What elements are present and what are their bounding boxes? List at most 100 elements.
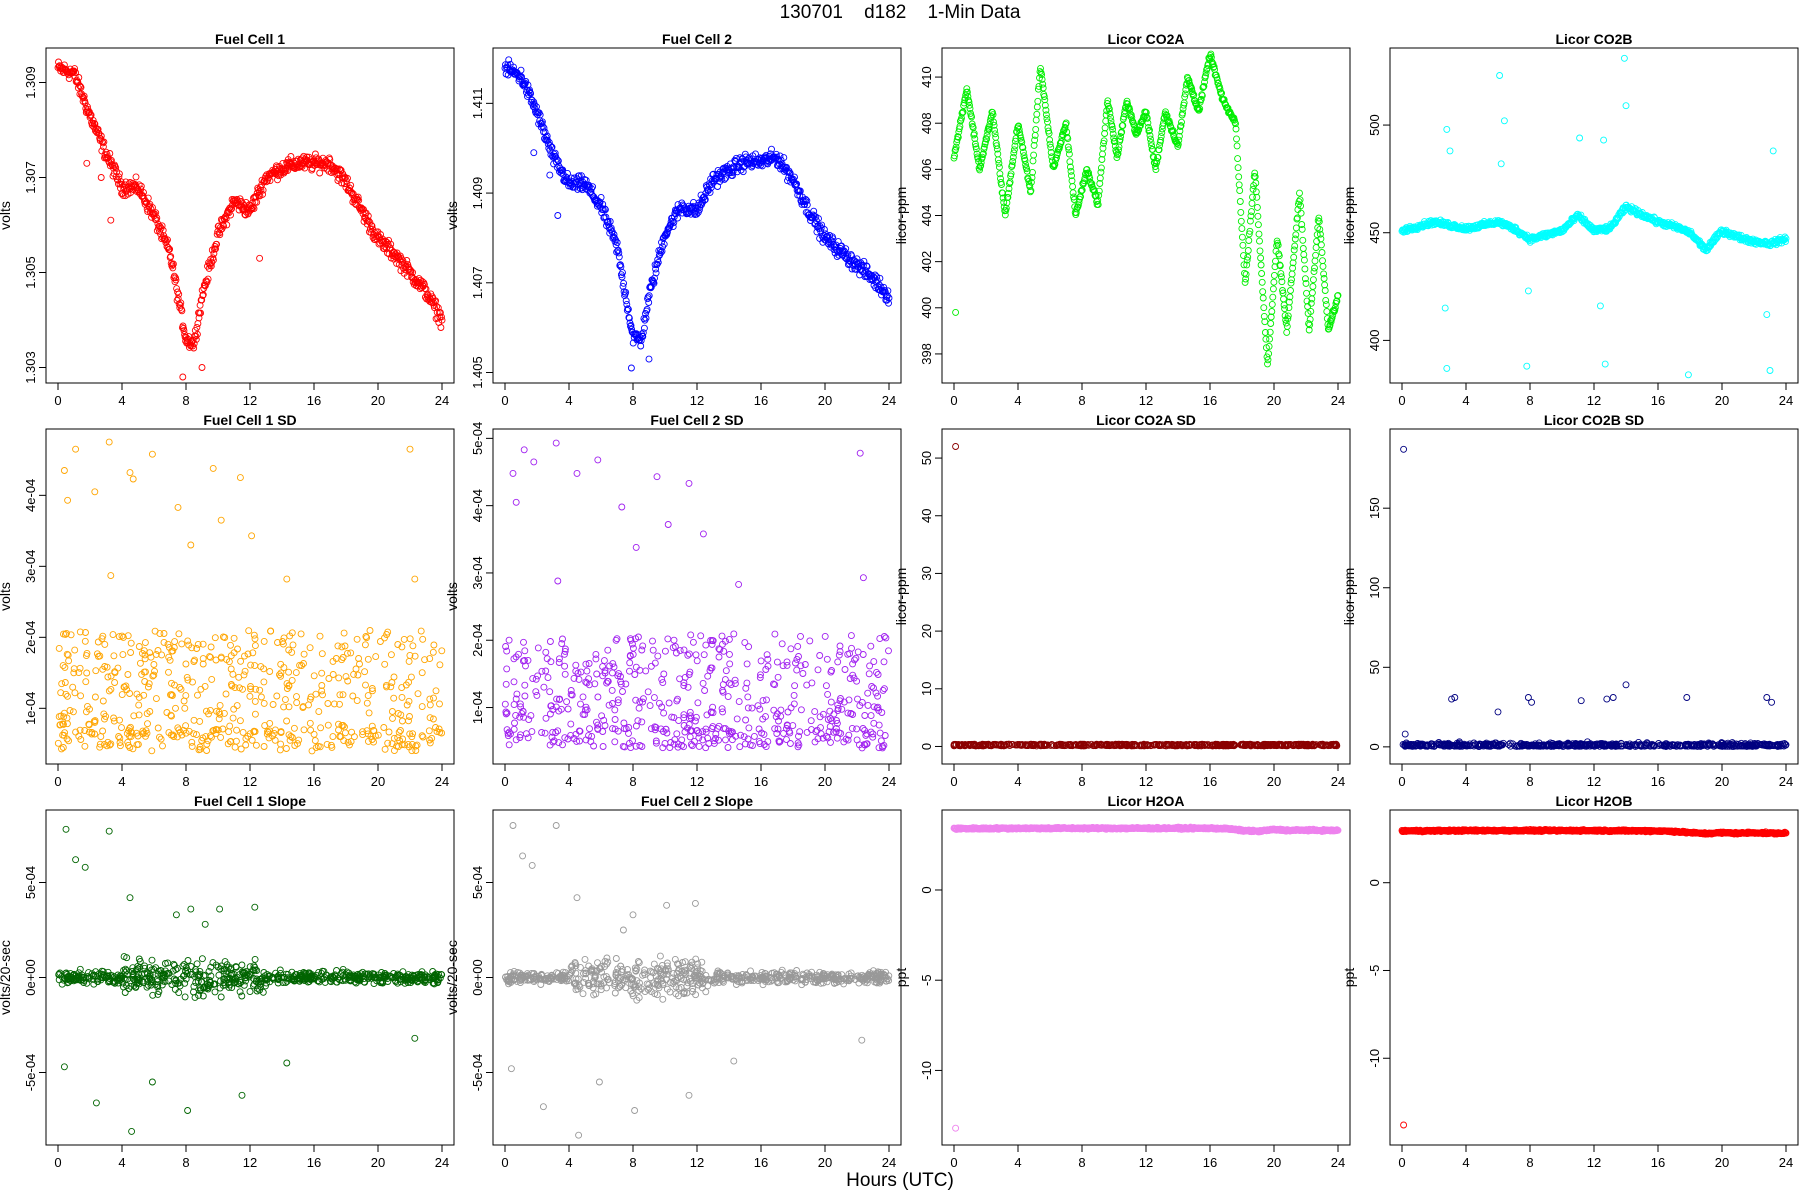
data-point [1065,146,1073,154]
data-point [384,739,392,747]
data-point [199,655,207,663]
data-point [1196,105,1204,113]
x-tick-label: 16 [1203,774,1217,789]
data-point [811,708,819,716]
data-point [135,643,143,650]
data-point [561,734,569,742]
data-point [349,692,357,700]
data-point [71,65,79,73]
data-point [1158,129,1166,137]
data-point [650,694,658,702]
data-point [793,666,801,674]
data-point [879,743,887,750]
data-point [1178,118,1185,126]
data-point [963,85,971,93]
data-point [1267,320,1275,327]
data-point [1098,156,1106,163]
data-point [1305,320,1313,328]
data-point [828,667,836,674]
data-point [229,714,237,722]
data-point [109,631,117,639]
data-point [127,649,135,656]
y-tick-label: 402 [919,251,934,273]
data-point [1245,741,1253,749]
data-point [288,676,296,684]
data-point [104,738,112,746]
data-point [796,728,804,736]
data-point [63,629,70,637]
data-point [436,661,444,669]
data-point [532,688,540,696]
data-point [524,734,532,742]
data-point [287,733,295,740]
data-point [387,683,395,691]
data-point [601,667,609,675]
data-point [207,262,215,270]
data-point [122,682,130,690]
data-point [97,132,105,140]
data-point [875,721,883,729]
data-point [1120,113,1128,121]
data-points [501,439,892,752]
data-point [207,643,215,651]
data-point [127,723,134,731]
data-point [1049,162,1057,170]
data-point [827,698,835,706]
data-point [1300,256,1308,264]
data-point [207,653,214,661]
data-point [649,646,657,654]
data-point [1287,287,1294,294]
data-point [1263,353,1271,361]
data-point [1215,742,1222,750]
data-point [624,305,632,313]
data-point [335,726,342,734]
data-point [727,681,735,689]
data-point [1322,296,1330,304]
x-tick-label: 24 [1779,393,1793,408]
data-point [249,649,257,657]
data-point [133,741,141,749]
data-point [517,66,525,74]
data-point [546,638,554,645]
data-point [715,645,723,653]
data-point [869,730,877,738]
data-point [257,186,265,194]
data-point [135,181,143,189]
data-point [1232,120,1239,128]
data-point [803,728,811,736]
data-point [1619,209,1627,217]
data-point [555,655,563,663]
data-point [676,647,684,655]
data-point [1280,295,1287,303]
y-tick-label: 20 [919,624,934,638]
data-point [604,646,612,654]
data-point [699,736,707,744]
data-point [1072,740,1080,748]
data-point [1101,130,1109,137]
data-point [737,731,745,739]
data-point [1279,287,1286,294]
data-point [1308,295,1316,303]
data-point [260,699,268,707]
data-point [609,725,616,733]
data-point [116,742,124,750]
data-point [1303,289,1310,297]
x-tick-label: 8 [1078,774,1085,789]
data-point [652,739,660,747]
data-point [854,695,861,703]
y-tick-label: 150 [1367,497,1382,519]
data-point [94,652,102,660]
data-point [526,86,534,94]
data-point [702,641,710,649]
data-point [220,222,228,230]
data-point [771,681,779,689]
data-point [870,703,878,711]
data-point [1304,740,1312,748]
data-point [64,692,71,700]
chart-fc1sd: Fuel Cell 1 SD0 4 8 12 16 20 241e-042e-043e-04… [0,412,455,789]
data-point [172,704,179,712]
data-point [768,145,775,153]
data-point [1224,104,1232,112]
data-point [558,640,566,648]
data-point [61,663,69,671]
